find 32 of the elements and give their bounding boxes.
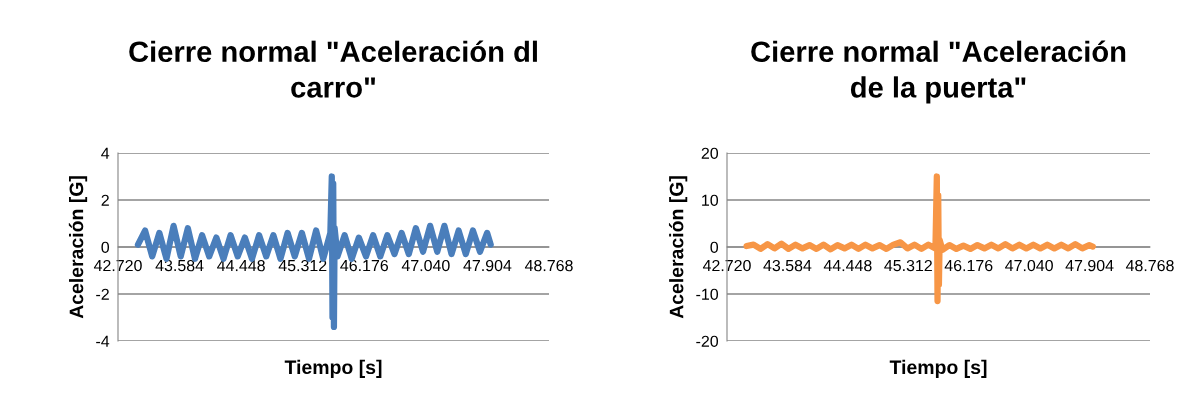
y-tick-label: 20 [701, 147, 719, 159]
x-tick-label: 46.176 [944, 259, 993, 272]
x-tick-label: 47.904 [463, 259, 512, 272]
x-tick-label: 45.312 [884, 259, 932, 272]
x-tick-label: 45.312 [278, 259, 327, 272]
x-axis-title: Tiempo [s] [284, 359, 382, 378]
x-tick-label: 43.584 [155, 259, 204, 272]
chart-title: Cierre normal "Aceleración dl carro" [129, 40, 537, 98]
y-tick-label: 4 [101, 147, 110, 159]
y-tick-label: 0 [101, 241, 110, 253]
y-tick-label: -4 [96, 335, 110, 347]
x-tick-label: 48.768 [524, 259, 573, 272]
chart-title: Cierre normal "Aceleración de la puerta" [751, 40, 1126, 104]
x-tick-label: 47.904 [1065, 259, 1114, 272]
x-tick-label: 42.720 [702, 259, 751, 272]
x-axis-title: Tiempo [s] [889, 359, 987, 378]
x-tick-label: 44.448 [217, 259, 265, 272]
y-tick-label: -20 [696, 335, 719, 347]
y-tick-label: 2 [101, 194, 109, 206]
y-tick-label: 10 [702, 194, 719, 206]
x-tick-label: 43.584 [763, 259, 812, 272]
y-tick-label: 0 [710, 241, 719, 253]
y-tick-label: -2 [96, 288, 109, 300]
x-tick-label: 46.176 [340, 259, 389, 272]
x-tick-label: 42.720 [93, 259, 142, 272]
y-axis-title: Aceleración [G] [68, 176, 88, 319]
y-tick-label: -10 [696, 288, 719, 300]
x-tick-label: 47.040 [1005, 259, 1053, 272]
y-axis-title: Aceleración [G] [668, 176, 688, 319]
x-tick-label: 44.448 [823, 259, 872, 272]
x-tick-label: 48.768 [1125, 259, 1174, 272]
x-tick-label: 47.040 [401, 259, 450, 272]
